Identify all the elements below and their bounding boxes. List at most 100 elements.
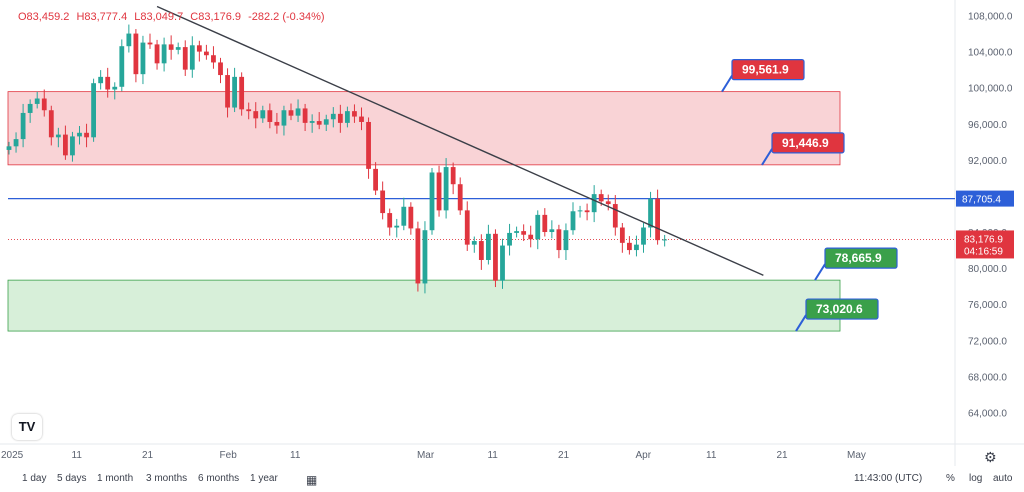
candle-body bbox=[168, 44, 174, 50]
candle-body bbox=[196, 45, 202, 52]
x-tick-label: 2025 bbox=[1, 450, 24, 461]
log-toggle[interactable]: log bbox=[969, 473, 983, 484]
candle-body bbox=[48, 110, 54, 138]
callout-label: 99,561.9 bbox=[742, 63, 789, 77]
candle-body bbox=[563, 230, 569, 251]
candle-body bbox=[486, 233, 491, 260]
utc-clock[interactable]: 11:43:00 (UTC) bbox=[854, 473, 923, 484]
candle-body bbox=[337, 113, 343, 123]
candle-body bbox=[204, 51, 209, 56]
candle-body bbox=[612, 204, 618, 228]
candle-body bbox=[133, 33, 139, 75]
candle-body bbox=[429, 172, 435, 231]
candle-body bbox=[493, 233, 498, 281]
candle-body bbox=[13, 139, 19, 147]
callout-label: 91,446.9 bbox=[782, 136, 829, 150]
current-price-tag bbox=[956, 230, 1014, 259]
ohlc-open: O83,459.2 bbox=[18, 11, 70, 23]
candle-body bbox=[295, 108, 301, 116]
auto-toggle[interactable]: auto bbox=[993, 473, 1013, 484]
x-tick-label: Feb bbox=[220, 450, 238, 461]
candle-body bbox=[598, 194, 604, 202]
candle-body bbox=[655, 198, 660, 241]
calendar-icon[interactable]: ▦ bbox=[306, 473, 318, 487]
x-tick-label: Apr bbox=[636, 450, 652, 461]
ohlc-low: L83,049.7 bbox=[134, 11, 184, 23]
candle-body bbox=[352, 111, 357, 117]
candle-body bbox=[507, 232, 512, 246]
x-tick-label: Mar bbox=[417, 450, 435, 461]
candle-body bbox=[648, 198, 653, 228]
callout-box bbox=[824, 247, 898, 269]
y-tick-label: 76,000.0 bbox=[968, 300, 1007, 311]
candle-body bbox=[316, 121, 322, 125]
candle-body bbox=[359, 116, 364, 122]
candle-body bbox=[20, 112, 26, 140]
candle-body bbox=[225, 75, 230, 108]
range-6-months[interactable]: 6 months bbox=[198, 473, 240, 484]
candle-body bbox=[119, 46, 125, 87]
bottom-toolbar: 1 day 5 days 1 month 3 months 6 months 1… bbox=[0, 466, 1024, 492]
x-tick-label: 21 bbox=[142, 450, 154, 461]
candle-body bbox=[457, 184, 463, 211]
candle-body bbox=[577, 210, 583, 212]
level-price-tag bbox=[956, 190, 1014, 207]
candle-body bbox=[147, 42, 153, 45]
candle-body bbox=[408, 206, 414, 229]
candle-body bbox=[98, 76, 104, 84]
y-tick-label: 108,000.0 bbox=[968, 12, 1013, 23]
y-tick-label: 104,000.0 bbox=[968, 48, 1013, 59]
candle-body bbox=[189, 45, 195, 70]
zone-support bbox=[7, 279, 841, 332]
gear-icon[interactable]: ⚙ bbox=[984, 449, 997, 465]
ohlc-change: -282.2 (-0.34%) bbox=[248, 11, 325, 23]
candle-body bbox=[542, 214, 548, 233]
y-tick-label: 100,000.0 bbox=[968, 84, 1013, 95]
candle-body bbox=[549, 229, 555, 233]
candle-body bbox=[641, 227, 646, 245]
callout-box bbox=[731, 59, 805, 81]
candle-body bbox=[514, 231, 519, 233]
candle-body bbox=[535, 214, 541, 240]
candle-body bbox=[260, 110, 266, 119]
chart-svg[interactable]: 108,000.0 104,000.0 100,000.0 96,000.0 92,00… bbox=[0, 0, 1024, 466]
candle-body bbox=[450, 167, 456, 185]
candle-body bbox=[521, 231, 527, 235]
candle-body bbox=[500, 245, 505, 281]
zone-resistance bbox=[7, 91, 841, 166]
candle-body bbox=[627, 242, 632, 251]
candle-body bbox=[387, 213, 393, 228]
candle-body bbox=[232, 76, 237, 108]
candle-body bbox=[84, 132, 89, 138]
candle-body bbox=[267, 110, 273, 122]
ohlc-close: C83,176.9 bbox=[190, 11, 242, 23]
tradingview-logo[interactable]: TV bbox=[12, 414, 42, 440]
range-5-days[interactable]: 5 days bbox=[57, 473, 87, 484]
range-3-months[interactable]: 3 months bbox=[146, 473, 188, 484]
x-tick-label: 11 bbox=[290, 450, 301, 461]
x-tick-label: May bbox=[847, 450, 866, 461]
callout-pointer bbox=[795, 314, 807, 332]
range-1-year[interactable]: 1 year bbox=[250, 473, 278, 484]
candle-body bbox=[415, 228, 421, 284]
candle-body bbox=[281, 110, 287, 126]
callout-box bbox=[805, 298, 879, 320]
range-1-month[interactable]: 1 month bbox=[97, 473, 134, 484]
candle-body bbox=[422, 230, 428, 284]
candle-body bbox=[182, 47, 188, 70]
candle-body bbox=[662, 239, 668, 241]
x-tick-label: 21 bbox=[777, 450, 789, 461]
candle-body bbox=[528, 234, 534, 240]
candle-body bbox=[556, 229, 562, 251]
candle-body bbox=[464, 210, 470, 245]
trendline bbox=[156, 5, 764, 276]
current-price-label: 83,176.9 bbox=[964, 234, 1003, 245]
candle-body bbox=[105, 76, 111, 90]
candle-body bbox=[161, 44, 167, 64]
candle-body bbox=[394, 225, 400, 228]
range-1-day[interactable]: 1 day bbox=[22, 473, 47, 484]
candle-body bbox=[443, 167, 449, 211]
percent-toggle[interactable]: % bbox=[946, 473, 955, 484]
ohlc-high: H83,777.4 bbox=[76, 11, 128, 23]
